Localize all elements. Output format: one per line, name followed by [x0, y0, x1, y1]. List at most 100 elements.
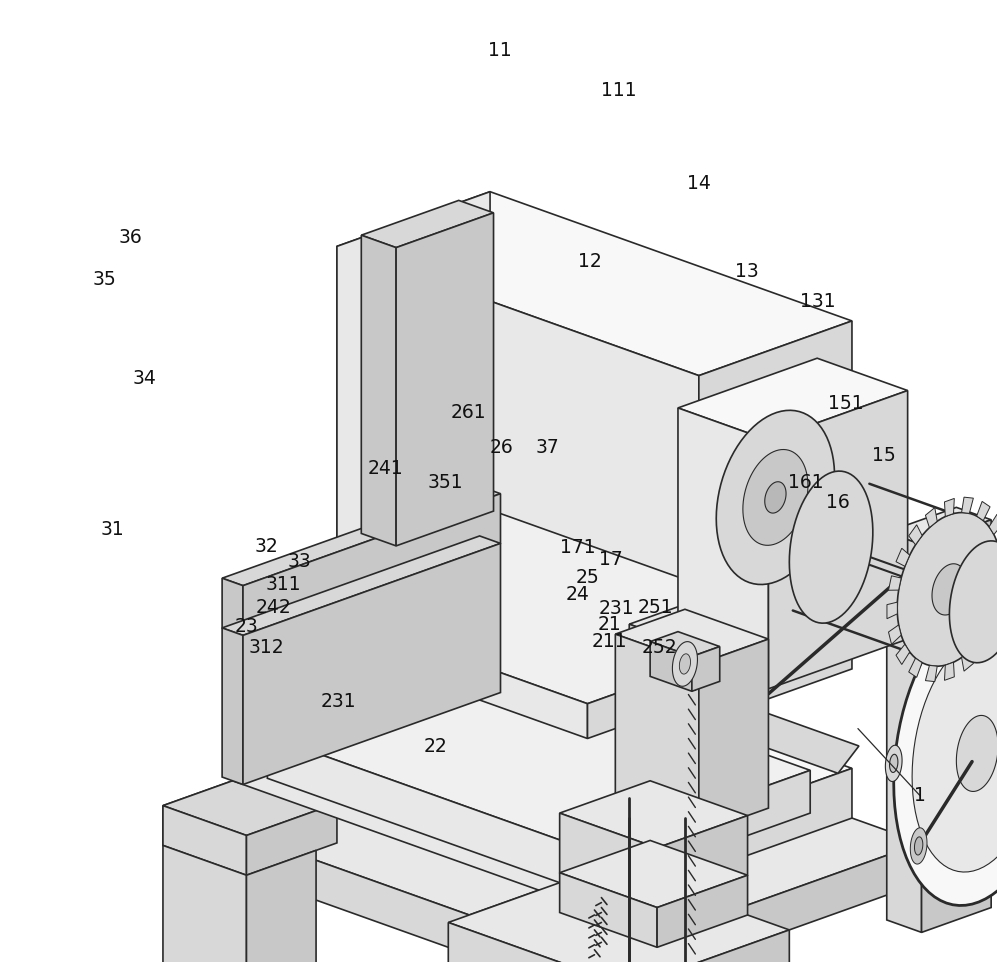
Polygon shape: [243, 543, 500, 785]
Polygon shape: [977, 590, 991, 614]
Polygon shape: [587, 770, 810, 893]
Polygon shape: [414, 517, 438, 576]
Polygon shape: [965, 568, 1000, 635]
Polygon shape: [909, 658, 922, 677]
Polygon shape: [672, 642, 697, 686]
Polygon shape: [699, 639, 768, 833]
Polygon shape: [594, 768, 852, 910]
Polygon shape: [956, 715, 998, 791]
Text: 36: 36: [118, 228, 142, 247]
Text: 35: 35: [92, 269, 116, 289]
Polygon shape: [989, 514, 1000, 535]
Polygon shape: [998, 589, 1000, 603]
Polygon shape: [396, 213, 494, 546]
Polygon shape: [233, 731, 594, 910]
Polygon shape: [896, 645, 910, 665]
Polygon shape: [361, 235, 396, 546]
Polygon shape: [678, 408, 768, 689]
Polygon shape: [944, 498, 954, 516]
Polygon shape: [469, 915, 581, 965]
Polygon shape: [962, 651, 973, 672]
Polygon shape: [897, 512, 1000, 666]
Text: 131: 131: [800, 291, 836, 311]
Polygon shape: [448, 866, 789, 965]
Text: 312: 312: [249, 638, 284, 656]
Text: 17: 17: [599, 550, 623, 569]
Polygon shape: [944, 662, 954, 680]
Polygon shape: [222, 486, 500, 586]
Polygon shape: [977, 634, 990, 654]
Polygon shape: [962, 497, 973, 513]
Polygon shape: [448, 923, 629, 965]
Text: 161: 161: [788, 474, 824, 492]
Text: 32: 32: [254, 538, 278, 556]
Polygon shape: [949, 541, 1000, 663]
Text: 13: 13: [735, 262, 758, 281]
Polygon shape: [664, 612, 734, 965]
Polygon shape: [581, 923, 671, 965]
Text: 12: 12: [578, 252, 601, 271]
Polygon shape: [163, 773, 337, 836]
Polygon shape: [267, 735, 587, 893]
Polygon shape: [469, 883, 671, 954]
Polygon shape: [163, 845, 246, 965]
Polygon shape: [932, 564, 967, 615]
Text: 231: 231: [321, 692, 357, 711]
Polygon shape: [887, 602, 897, 619]
Polygon shape: [925, 666, 937, 681]
Text: 31: 31: [100, 520, 124, 539]
Polygon shape: [337, 246, 699, 674]
Polygon shape: [560, 841, 748, 907]
Polygon shape: [233, 582, 594, 760]
Text: 231: 231: [599, 598, 634, 618]
Polygon shape: [989, 613, 1000, 630]
Text: 251: 251: [637, 597, 673, 617]
Text: 16: 16: [826, 493, 850, 512]
Polygon shape: [246, 850, 316, 965]
Text: 11: 11: [488, 41, 512, 60]
Polygon shape: [361, 201, 494, 248]
Polygon shape: [163, 960, 316, 965]
Polygon shape: [909, 525, 922, 545]
Polygon shape: [560, 813, 657, 907]
Polygon shape: [594, 842, 922, 965]
Polygon shape: [163, 806, 246, 875]
Polygon shape: [894, 601, 1000, 905]
Polygon shape: [560, 781, 748, 848]
Polygon shape: [233, 639, 852, 861]
Text: 151: 151: [828, 394, 864, 413]
Polygon shape: [629, 624, 664, 965]
Text: 15: 15: [872, 446, 896, 465]
Polygon shape: [233, 490, 852, 711]
Polygon shape: [887, 533, 922, 932]
Polygon shape: [768, 391, 908, 689]
Text: 25: 25: [576, 568, 599, 587]
Polygon shape: [692, 647, 720, 691]
Polygon shape: [885, 745, 902, 782]
Text: 351: 351: [428, 473, 463, 491]
Polygon shape: [267, 656, 810, 850]
Polygon shape: [887, 508, 991, 544]
Polygon shape: [679, 654, 690, 675]
Polygon shape: [823, 532, 839, 563]
Polygon shape: [678, 358, 908, 440]
Polygon shape: [438, 511, 480, 576]
Text: 241: 241: [368, 458, 404, 478]
Polygon shape: [163, 689, 922, 960]
Text: 26: 26: [490, 438, 514, 456]
Polygon shape: [890, 755, 898, 772]
Text: 111: 111: [601, 81, 637, 99]
Polygon shape: [337, 192, 852, 375]
Text: 24: 24: [566, 585, 589, 604]
Polygon shape: [246, 803, 337, 875]
Polygon shape: [922, 520, 991, 932]
Polygon shape: [594, 620, 852, 760]
Text: 14: 14: [687, 175, 711, 193]
Polygon shape: [896, 548, 910, 566]
Polygon shape: [743, 450, 808, 545]
Polygon shape: [713, 702, 859, 773]
Polygon shape: [925, 508, 937, 528]
Polygon shape: [650, 642, 692, 691]
Polygon shape: [910, 828, 927, 864]
Polygon shape: [657, 815, 748, 907]
